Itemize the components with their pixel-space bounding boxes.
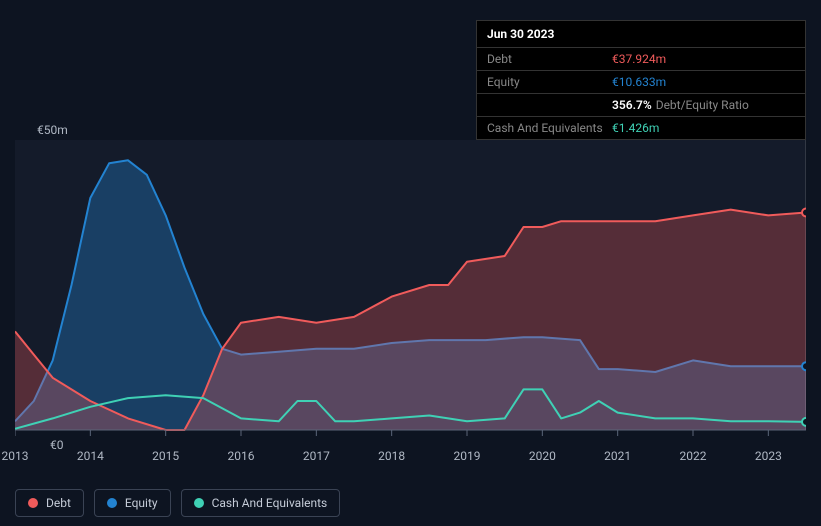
- tooltip-row-equity: Equity €10.633m: [477, 71, 805, 94]
- tooltip-label: [487, 98, 612, 112]
- ratio-percent: 356.7%: [612, 98, 652, 112]
- plot-svg[interactable]: [15, 125, 806, 445]
- tooltip-row-ratio: 356.7% Debt/Equity Ratio: [477, 94, 805, 117]
- x-tick-label: 2014: [77, 449, 104, 463]
- x-tick-label: 2020: [529, 449, 556, 463]
- legend: Debt Equity Cash And Equivalents: [15, 489, 806, 517]
- tooltip-value: €1.426m: [612, 121, 795, 135]
- tooltip-label: Debt: [487, 52, 612, 66]
- legend-item-debt[interactable]: Debt: [15, 489, 84, 517]
- legend-item-cash[interactable]: Cash And Equivalents: [181, 489, 341, 517]
- x-tick-label: 2018: [378, 449, 405, 463]
- tooltip-row-cash: Cash And Equivalents €1.426m: [477, 117, 805, 139]
- tooltip-value: €10.633m: [612, 75, 795, 89]
- legend-dot-icon: [28, 498, 38, 508]
- chart-container: Jun 30 2023 Debt €37.924m Equity €10.633…: [0, 0, 821, 526]
- tooltip-date: Jun 30 2023: [477, 21, 805, 48]
- ratio-text: Debt/Equity Ratio: [656, 98, 749, 112]
- tooltip-value: 356.7% Debt/Equity Ratio: [612, 98, 795, 112]
- tooltip-label: Equity: [487, 75, 612, 89]
- tooltip-value: €37.924m: [612, 52, 795, 66]
- x-tick-label: 2019: [454, 449, 481, 463]
- tooltip-row-debt: Debt €37.924m: [477, 48, 805, 71]
- x-tick-label: 2016: [228, 449, 255, 463]
- chart-area: €50m €0 20132014201520162017201820192020…: [15, 125, 806, 517]
- cursor-dot: [802, 418, 806, 426]
- legend-label: Equity: [125, 496, 158, 510]
- x-tick-label: 2023: [755, 449, 782, 463]
- tooltip-label: Cash And Equivalents: [487, 121, 612, 135]
- hover-tooltip: Jun 30 2023 Debt €37.924m Equity €10.633…: [476, 20, 806, 140]
- legend-item-equity[interactable]: Equity: [94, 489, 171, 517]
- x-tick-label: 2015: [152, 449, 179, 463]
- x-axis-labels: 2013201420152016201720182019202020212022…: [15, 449, 806, 471]
- x-tick-label: 2022: [680, 449, 707, 463]
- legend-label: Debt: [46, 496, 71, 510]
- x-tick-label: 2013: [2, 449, 29, 463]
- legend-dot-icon: [194, 498, 204, 508]
- legend-label: Cash And Equivalents: [212, 496, 328, 510]
- legend-dot-icon: [107, 498, 117, 508]
- cursor-dot: [802, 362, 806, 370]
- y-axis-max-label: €50m: [37, 123, 68, 137]
- x-tick-label: 2017: [303, 449, 330, 463]
- cursor-dot: [802, 209, 806, 217]
- x-tick-label: 2021: [604, 449, 631, 463]
